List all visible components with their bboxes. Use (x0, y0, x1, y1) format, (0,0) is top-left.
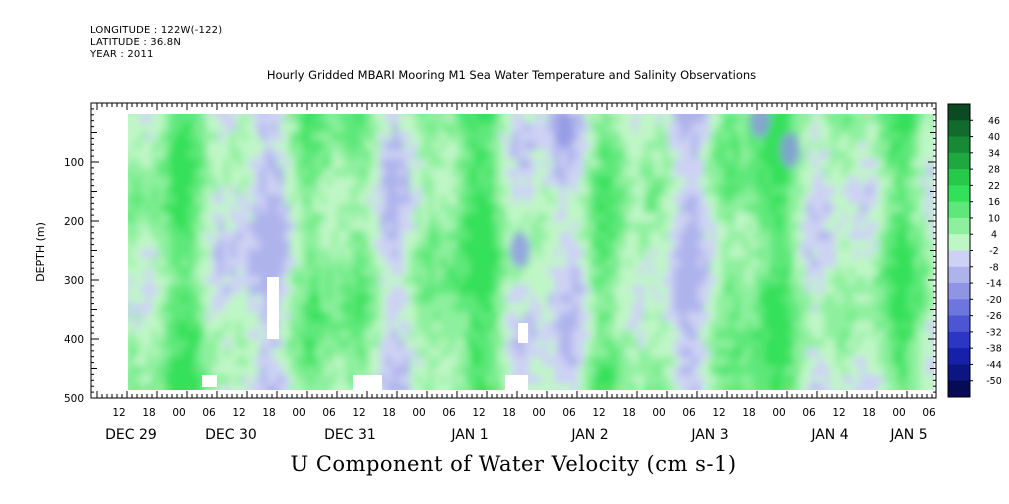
colorbar: 46 40 34 28 22 16 10 4 -2 -8 -14 -20 -26 -32 -38 -44 -50 (947, 103, 1002, 398)
x-tick-label: 18 (622, 407, 635, 419)
colorbar-swatch (948, 299, 970, 317)
heatmap-field (128, 114, 934, 390)
colorbar-label: 34 (988, 148, 1000, 159)
x-date-label: JAN 1 (450, 427, 488, 443)
colorbar-label: -38 (986, 344, 1002, 355)
x-tick-label: 00 (172, 407, 185, 419)
colorbar-label: 16 (988, 197, 1000, 208)
x-tick-label: 06 (562, 407, 576, 419)
colorbar-swatch (948, 217, 970, 235)
x-tick-label: 18 (862, 407, 875, 419)
x-tick-label: 00 (412, 407, 425, 419)
colorbar-swatch (948, 120, 970, 138)
colorbar-label: -44 (986, 360, 1002, 371)
x-tick-label: 00 (892, 407, 905, 419)
colorbar-swatch (948, 250, 970, 268)
year-label: YEAR : 2011 (90, 49, 154, 60)
colorbar-swatch (948, 152, 970, 170)
x-tick-label: 18 (502, 407, 515, 419)
x-tick-label: 12 (712, 407, 725, 419)
longitude-label: LONGITUDE : 122W(-122) (90, 25, 223, 36)
colorbar-swatch (948, 266, 970, 284)
axes: 12 18 00 06 12 18 00 06 12 18 00 06 12 18 00 06 12 18 00 06… (64, 102, 936, 443)
x-date-label: JAN 2 (570, 427, 608, 443)
x-tick-label: 06 (202, 407, 216, 419)
colorbar-label: -26 (986, 311, 1002, 322)
y-tick-label: 200 (64, 216, 84, 228)
x-tick-label: 00 (652, 407, 665, 419)
colorbar-swatch (948, 315, 970, 333)
x-tick-label: 12 (112, 407, 125, 419)
x-tick-label: 00 (772, 407, 785, 419)
data-gaps (202, 277, 528, 390)
x-tick-label: 18 (142, 407, 155, 419)
x-tick-label: 18 (382, 407, 395, 419)
x-tick-label: 12 (832, 407, 845, 419)
colorbar-swatch (948, 169, 970, 186)
colorbar-swatch (948, 185, 970, 203)
y-axis-label: DEPTH (m) (34, 222, 47, 282)
colorbar-swatch (948, 201, 970, 219)
x-tick-label: 12 (352, 407, 365, 419)
x-date-label: JAN 3 (690, 427, 728, 443)
x-tick-label: 06 (682, 407, 696, 419)
colorbar-label: -14 (986, 279, 1002, 290)
x-tick-label: 06 (322, 407, 336, 419)
chart-title: Hourly Gridded MBARI Mooring M1 Sea Wate… (266, 68, 757, 82)
x-tick-label: 00 (532, 407, 545, 419)
x-tick-label: 06 (922, 407, 936, 419)
x-tick-label: 12 (472, 407, 485, 419)
colorbar-label: 4 (991, 230, 997, 241)
colorbar-swatch (948, 234, 970, 251)
x-tick-label: 06 (442, 407, 456, 419)
colorbar-label: 40 (988, 132, 1000, 143)
x-tick-label: 12 (232, 407, 245, 419)
colorbar-label: 22 (988, 181, 1000, 192)
colorbar-swatch (948, 348, 970, 365)
x-tick-label: 12 (592, 407, 605, 419)
y-tick-label: 400 (64, 334, 84, 346)
colorbar-label: -20 (986, 295, 1002, 306)
colorbar-swatch (948, 331, 970, 349)
x-tick-label: 06 (802, 407, 816, 419)
x-tick-label: 18 (742, 407, 755, 419)
colorbar-label: 10 (988, 213, 1000, 224)
x-date-label: JAN 4 (810, 427, 848, 443)
colorbar-label: 46 (988, 116, 1000, 127)
colorbar-swatch (948, 136, 970, 154)
x-date-label: DEC 30 (205, 427, 257, 443)
y-tick-label: 500 (64, 393, 84, 405)
x-tick-label: 00 (292, 407, 305, 419)
colorbar-label: -2 (989, 246, 998, 257)
colorbar-swatch (948, 364, 970, 382)
colorbar-label: -32 (986, 327, 1002, 338)
x-date-label: JAN 5 (889, 427, 927, 443)
x-date-label: DEC 29 (105, 427, 157, 443)
x-tick-label: 18 (262, 407, 275, 419)
chart-subtitle: U Component of Water Velocity (cm s-1) (290, 452, 737, 476)
colorbar-label: -8 (989, 262, 998, 273)
x-date-label: DEC 31 (324, 427, 376, 443)
colorbar-label: 28 (988, 165, 1000, 176)
y-tick-label: 300 (64, 275, 84, 287)
colorbar-swatch (948, 283, 970, 300)
colorbar-swatch (948, 380, 970, 398)
colorbar-label: -50 (986, 376, 1002, 387)
y-tick-label: 100 (64, 157, 84, 169)
latitude-label: LATITUDE : 36.8N (90, 37, 182, 48)
colorbar-swatch (948, 104, 970, 121)
